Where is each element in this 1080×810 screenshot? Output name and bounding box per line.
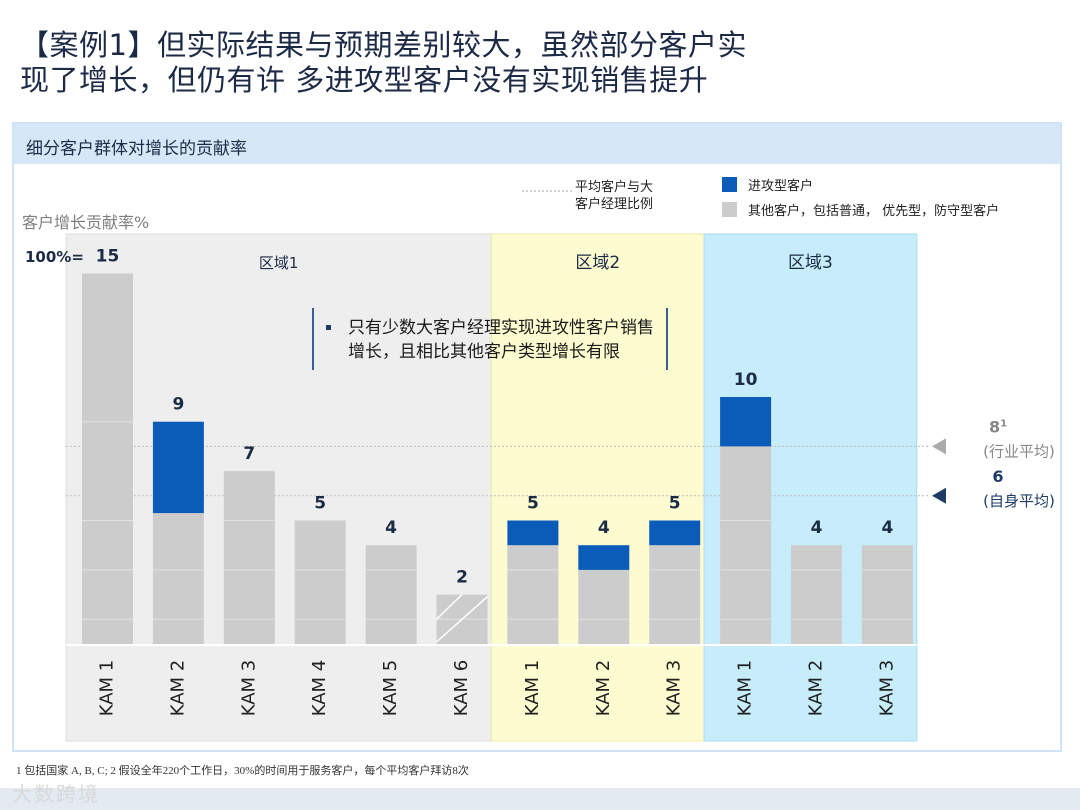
category-label-7: KAM 1 [522, 660, 543, 717]
bar-total-label-4: 5 [314, 494, 326, 514]
reference-value-label-2: 6 [992, 467, 1003, 486]
legend-line-label-1: 平均客户与大 [575, 179, 653, 195]
category-label-3: KAM 3 [238, 660, 259, 717]
legend-swatch-2 [722, 202, 737, 217]
category-label-9: KAM 3 [664, 660, 685, 717]
category-label-5: KAM 5 [380, 660, 401, 717]
reference-sublabel-2: (自身平均) [983, 492, 1055, 510]
category-label-11: KAM 2 [806, 660, 827, 717]
bar-total-label-8: 4 [598, 518, 610, 538]
bar-other-7 [507, 545, 559, 644]
bar-hatch-line [436, 596, 488, 643]
bar-aggressive-8 [578, 545, 630, 570]
bar-other-1 [82, 273, 133, 644]
callout-text: 只有少数大客户经理实现进攻性客户销售增长，且相比其他客户类型增长有限 [348, 318, 654, 362]
bar-total-label-3: 7 [243, 444, 255, 464]
bar-other-2 [152, 513, 204, 644]
legend-line-label-2: 客户经理比例 [575, 196, 653, 212]
category-label-4: KAM 4 [309, 660, 330, 717]
y-top-label: 100%= [25, 248, 84, 266]
bar-other-5 [365, 545, 417, 644]
bar-hatch-line [435, 594, 463, 620]
category-label-6: KAM 6 [451, 660, 472, 717]
y-axis-label: 客户增长贡献率% [22, 213, 149, 232]
bottom-band [0, 788, 1080, 810]
page-title: 【案例1】但实际结果与预期差别较大，虽然部分客户实 现了增长，但仍有许 多进攻型… [20, 28, 860, 98]
bar-other-4 [294, 520, 346, 644]
bar-total-label-5: 4 [385, 518, 397, 538]
region-label-1: 区域1 [259, 254, 299, 272]
region-label-2: 区域2 [575, 253, 620, 273]
bar-aggressive-9 [649, 520, 701, 546]
bar-total-label-12: 4 [881, 518, 893, 538]
bar-total-label-7: 5 [527, 494, 539, 514]
legend-label-1: 进攻型客户 [748, 178, 813, 194]
bullet-icon [326, 325, 331, 330]
legend-swatch-1 [722, 177, 737, 192]
bar-total-label-10: 10 [734, 370, 758, 390]
title-line-2: 现了增长，但仍有许 多进攻型客户没有实现销售提升 [20, 63, 709, 97]
bar-other-3 [223, 471, 275, 644]
category-label-8: KAM 2 [593, 660, 614, 717]
legend-label-2: 其他客户，包括普通， 优先型，防守型客户 [748, 203, 999, 219]
bar-other-12 [861, 545, 913, 644]
reference-marker-1 [932, 438, 946, 455]
reference-value-label-1: 81 [989, 417, 1007, 436]
callout-box: 只有少数大客户经理实现进攻性客户销售增长，且相比其他客户类型增长有限 [312, 308, 668, 370]
category-label-1: KAM 1 [97, 660, 118, 717]
bar-other-8 [578, 569, 630, 644]
panel-header: 细分客户群体对增长的贡献率 [14, 124, 1060, 164]
bar-aggressive-2 [152, 421, 204, 514]
category-label-2: KAM 2 [167, 660, 188, 717]
reference-sublabel-1: (行业平均) [983, 442, 1055, 460]
bar-aggressive-7 [507, 520, 559, 546]
panel-title: 细分客户群体对增长的贡献率 [26, 139, 247, 159]
footnote: 1 包括国家 A, B, C; 2 假设全年220个工作日，30%的时间用于服务… [16, 765, 469, 777]
bar-total-label-11: 4 [811, 518, 823, 538]
category-label-12: KAM 3 [876, 660, 897, 717]
bar-total-label-1: 15 [96, 247, 120, 267]
bar-other-10 [720, 446, 772, 644]
bar-other-9 [649, 545, 701, 644]
bar-aggressive-10 [720, 397, 772, 447]
title-line-1: 【案例1】但实际结果与预期差别较大，虽然部分客户实 [20, 28, 747, 62]
bar-total-label-9: 5 [669, 494, 681, 514]
bar-total-label-6: 2 [456, 568, 468, 588]
category-label-10: KAM 1 [735, 660, 756, 717]
watermark: 大数跨境 [12, 782, 100, 806]
bar-other-11 [791, 545, 842, 644]
region-background-1 [65, 233, 492, 742]
bar-total-label-2: 9 [172, 395, 184, 415]
reference-marker-2 [932, 487, 946, 504]
region-label-3: 区域3 [788, 253, 833, 273]
